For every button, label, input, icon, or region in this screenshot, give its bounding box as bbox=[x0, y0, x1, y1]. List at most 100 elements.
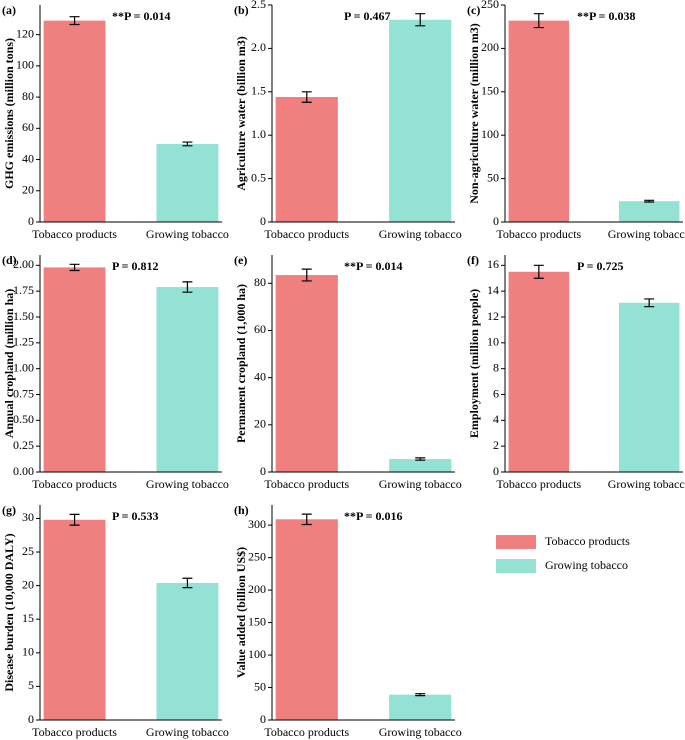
y-tick-label: 0.75 bbox=[13, 386, 34, 400]
x-tick-label: Growing tobacco bbox=[146, 725, 229, 739]
annotation: **P = 0.014 bbox=[112, 9, 171, 23]
bar bbox=[389, 459, 452, 472]
y-tick-label: 100 bbox=[481, 127, 499, 141]
panel-label: (a) bbox=[2, 3, 16, 17]
y-tick-label: 250 bbox=[248, 549, 266, 563]
y-tick-label: 80 bbox=[254, 275, 266, 289]
y-tick-label: 150 bbox=[481, 84, 499, 98]
error-bar bbox=[533, 13, 544, 29]
legend-label: Tobacco products bbox=[545, 534, 630, 548]
y-tick-label: 0 bbox=[28, 712, 34, 726]
panel-label: (b) bbox=[234, 3, 249, 17]
bar bbox=[43, 519, 106, 720]
error-bar bbox=[644, 199, 655, 203]
y-tick-label: 1.25 bbox=[13, 335, 34, 349]
error-bar bbox=[301, 91, 312, 103]
error-bar bbox=[644, 298, 655, 308]
y-tick-label: 16 bbox=[487, 257, 499, 271]
y-tick-label: 60 bbox=[22, 120, 34, 134]
error-bar bbox=[182, 281, 193, 293]
y-tick-label: 150 bbox=[248, 614, 266, 628]
y-tick-label: 0.50 bbox=[13, 412, 34, 426]
x-tick-label: Growing tobacco bbox=[379, 725, 462, 739]
annotation: P = 0.725 bbox=[577, 259, 624, 273]
x-tick-label: Tobacco products bbox=[32, 725, 117, 739]
x-tick-label: Growing tobacco bbox=[379, 227, 462, 241]
legend-label: Growing tobacco bbox=[545, 558, 628, 572]
bar bbox=[43, 20, 106, 222]
error-bar bbox=[182, 577, 193, 589]
y-tick-label: 8 bbox=[493, 360, 499, 374]
y-tick-label: 20 bbox=[22, 577, 34, 591]
error-bar bbox=[301, 268, 312, 282]
y-tick-label: 1.00 bbox=[13, 360, 34, 374]
x-tick-label: Tobacco products bbox=[264, 725, 349, 739]
error-bar bbox=[69, 16, 80, 26]
y-axis-label: Annual cropland (million ha) bbox=[2, 289, 16, 438]
legend-swatch bbox=[496, 535, 536, 549]
y-tick-label: 0 bbox=[493, 214, 499, 228]
y-axis-label: Disease burden (10,000 DALY) bbox=[2, 533, 16, 691]
y-tick-label: 1.0 bbox=[251, 127, 266, 141]
error-bar bbox=[533, 264, 544, 279]
panel-label: (d) bbox=[2, 253, 17, 267]
bar bbox=[275, 275, 338, 472]
x-tick-label: Growing tobacco bbox=[379, 477, 462, 491]
bar bbox=[156, 143, 219, 222]
y-axis-label: Employment (million people) bbox=[467, 289, 481, 438]
y-axis-label: Value added (billion US$) bbox=[234, 547, 248, 678]
y-tick-label: 200 bbox=[248, 582, 266, 596]
error-bar bbox=[182, 141, 193, 147]
y-tick-label: 10 bbox=[22, 645, 34, 659]
y-tick-label: 300 bbox=[248, 517, 266, 531]
y-tick-label: 6 bbox=[493, 386, 499, 400]
y-tick-label: 10 bbox=[487, 335, 499, 349]
bar bbox=[618, 201, 680, 222]
y-tick-label: 12 bbox=[487, 309, 499, 323]
y-tick-label: 1.50 bbox=[13, 309, 34, 323]
y-tick-label: 40 bbox=[22, 151, 34, 165]
y-tick-label: 0 bbox=[260, 464, 266, 478]
y-tick-label: 2.0 bbox=[251, 40, 266, 54]
bar bbox=[389, 19, 452, 223]
y-tick-label: 2.00 bbox=[13, 257, 34, 271]
panel-label: (h) bbox=[234, 503, 249, 517]
panel-label: (c) bbox=[467, 3, 480, 17]
y-tick-label: 0.25 bbox=[13, 438, 34, 452]
y-tick-label: 120 bbox=[16, 26, 34, 40]
x-tick-label: Growing tobacco bbox=[608, 477, 685, 491]
error-bar bbox=[301, 513, 312, 526]
y-tick-label: 2.5 bbox=[251, 0, 266, 11]
annotation: P = 0.533 bbox=[112, 509, 159, 523]
y-tick-label: 1.75 bbox=[13, 283, 34, 297]
bar bbox=[156, 287, 219, 472]
x-tick-label: Growing tobacco bbox=[608, 227, 685, 241]
x-tick-label: Growing tobacco bbox=[146, 477, 229, 491]
y-tick-label: 20 bbox=[22, 183, 34, 197]
y-tick-label: 4 bbox=[493, 412, 499, 426]
y-axis-label: Agriculture water (billion m3) bbox=[234, 36, 248, 191]
y-tick-label: 0.5 bbox=[251, 170, 266, 184]
y-tick-label: 100 bbox=[248, 647, 266, 661]
x-tick-label: Growing tobacco bbox=[146, 227, 229, 241]
error-bar bbox=[69, 263, 80, 272]
y-axis-label: Non-agriculture water (million m3) bbox=[467, 23, 481, 204]
y-tick-label: 0 bbox=[260, 712, 266, 726]
y-tick-label: 50 bbox=[254, 679, 266, 693]
y-tick-label: 100 bbox=[16, 58, 34, 72]
bar bbox=[156, 582, 219, 720]
y-tick-label: 0 bbox=[28, 214, 34, 228]
y-tick-label: 250 bbox=[481, 0, 499, 11]
y-tick-label: 30 bbox=[22, 510, 34, 524]
y-tick-label: 20 bbox=[254, 417, 266, 431]
bar bbox=[389, 694, 452, 720]
annotation: **P = 0.016 bbox=[344, 509, 403, 523]
panel-label: (g) bbox=[2, 503, 16, 517]
y-tick-label: 2 bbox=[493, 438, 499, 452]
y-tick-label: 14 bbox=[487, 283, 499, 297]
panel-label: (f) bbox=[467, 253, 479, 267]
y-tick-label: 200 bbox=[481, 40, 499, 54]
y-tick-label: 15 bbox=[22, 611, 34, 625]
bar bbox=[508, 20, 570, 223]
